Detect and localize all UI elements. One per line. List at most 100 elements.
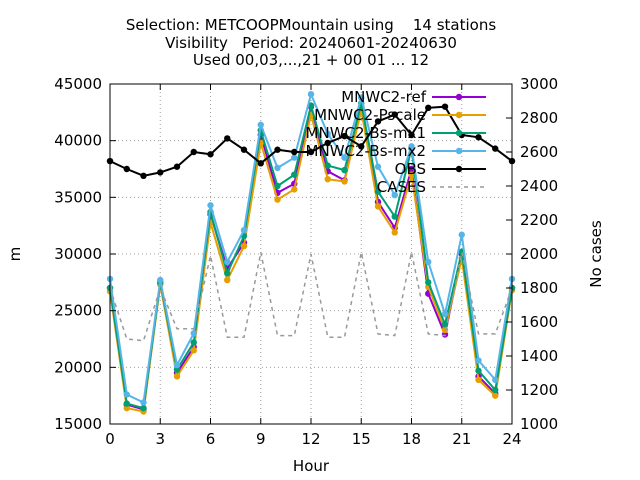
x-tick-label: 24 <box>502 430 521 448</box>
legend-label-cases: CASES <box>377 178 426 196</box>
series-point-mnwc2-bs-mx1 <box>492 386 499 394</box>
series-point-mnwc2-bs-mx2 <box>341 154 348 161</box>
series-point-mnwc2-bs-mx2 <box>441 310 449 318</box>
y-tick-label: 45000 <box>54 75 102 93</box>
series-point-obs <box>140 172 147 179</box>
series-point-mnwc2-pscale <box>123 404 130 412</box>
series-point-obs <box>492 145 499 152</box>
series-point-obs <box>358 143 365 150</box>
legend-label-mnwc2-bs-mx1: MNWC2-Bs-mx1 <box>306 124 426 142</box>
y2-tick-label: 2600 <box>520 143 558 161</box>
series-point-mnwc2-bs-mx1 <box>140 404 147 412</box>
y2-tick-label: 1600 <box>520 313 558 331</box>
series-point-mnwc2-bs-mx1 <box>324 162 331 169</box>
series-point-mnwc2-bs-mx1 <box>475 367 482 374</box>
x-tick-label: 3 <box>155 430 165 448</box>
y-tick-label: 15000 <box>54 415 102 433</box>
series-point-mnwc2-pscale <box>274 196 281 203</box>
series-point-mnwc2-bs-mx1 <box>374 188 382 195</box>
series-point-mnwc2-pscale <box>492 392 499 399</box>
series-point-mnwc2-bs-mx2 <box>324 130 331 138</box>
chart-title: Selection: METCOOPMountain using 14 stat… <box>126 16 496 69</box>
series-point-mnwc2-bs-mx1 <box>441 321 449 328</box>
y2-tick-label: 2000 <box>520 245 558 263</box>
series-point-mnwc2-bs-mx2 <box>190 330 197 337</box>
y-tick-label: 20000 <box>54 358 102 376</box>
series-point-obs <box>157 169 164 176</box>
x-axis-label: Hour <box>293 457 330 475</box>
series-point-mnwc2-bs-mx2 <box>492 376 499 383</box>
legend-marker-mnwc2-pscale <box>455 111 463 119</box>
y2-tick-label: 2400 <box>520 177 558 195</box>
y2-axis-label: No cases <box>587 220 605 288</box>
series-point-obs <box>425 104 432 112</box>
series-point-mnwc2-pscale <box>475 376 482 383</box>
series-point-obs <box>324 139 331 147</box>
legend-label-obs: OBS <box>395 160 426 178</box>
series-point-mnwc2-pscale <box>324 176 331 183</box>
series-point-mnwc2-bs-mx2 <box>240 227 248 234</box>
series-point-obs <box>274 146 281 153</box>
series-point-mnwc2-pscale <box>291 186 298 193</box>
y-tick-label: 25000 <box>54 302 102 320</box>
series-point-mnwc2-pscale <box>374 203 382 210</box>
series-point-obs <box>291 148 298 156</box>
series-point-obs <box>441 103 449 110</box>
series-point-mnwc2-bs-mx2 <box>374 163 382 170</box>
series-point-obs <box>307 148 315 156</box>
series-point-mnwc2-bs-mx2 <box>224 258 231 266</box>
legend-label-mnwc2-bs-mx2: MNWC2-Bs-mx2 <box>306 142 426 160</box>
series-point-mnwc2-bs-mx2 <box>157 276 164 284</box>
series-point-obs <box>224 135 231 142</box>
series-point-obs <box>207 151 214 158</box>
legend-marker-mnwc2-ref <box>455 93 463 101</box>
y2-tick-label: 2200 <box>520 211 558 229</box>
series-point-mnwc2-bs-mx2 <box>123 391 130 398</box>
x-tick-label: 6 <box>206 430 216 448</box>
series-point-mnwc2-pscale <box>173 373 181 380</box>
series-point-mnwc2-pscale <box>224 276 231 284</box>
series-point-mnwc2-bs-mx1 <box>173 366 181 373</box>
series-point-mnwc2-bs-mx2 <box>207 202 214 209</box>
series-point-mnwc2-bs-mx1 <box>425 279 432 286</box>
series-point-mnwc2-bs-mx2 <box>307 91 315 98</box>
legend-marker-mnwc2-bs-mx2 <box>455 147 463 155</box>
y2-tick-label: 2800 <box>520 109 558 127</box>
series-point-mnwc2-pscale <box>341 178 348 185</box>
series-point-obs <box>240 146 248 153</box>
series-layer <box>106 91 516 415</box>
series-point-mnwc2-bs-mx2 <box>274 164 281 172</box>
y-tick-label: 35000 <box>54 188 102 206</box>
y2-tick-label: 1000 <box>520 415 558 433</box>
axes: 0 3 6 9 12 15 18 21 24 15000 20000 25000 30000 35000 4… <box>54 75 558 448</box>
title-line-1: Selection: METCOOPMountain using 14 stat… <box>126 16 496 34</box>
y2-tick-label: 1200 <box>520 381 558 399</box>
legend: MNWC2-refMNWC2-PscaleMNWC2-Bs-mx1MNWC2-B… <box>306 88 486 196</box>
series-point-mnwc2-bs-mx1 <box>391 213 398 220</box>
series-point-obs <box>475 134 482 141</box>
series-point-mnwc2-bs-mx1 <box>190 339 197 346</box>
x-tick-label: 0 <box>105 430 115 448</box>
title-line-3: Used 00,03,...,21 + 00 01 ... 12 <box>193 51 429 69</box>
series-point-obs <box>257 160 264 167</box>
series-point-mnwc2-bs-mx2 <box>475 357 482 364</box>
series-point-mnwc2-bs-mx2 <box>408 143 415 150</box>
series-point-mnwc2-bs-mx2 <box>291 154 298 161</box>
series-point-mnwc2-bs-mx1 <box>224 270 231 277</box>
legend-label-mnwc2-pscale: MNWC2-Pscale <box>314 106 426 124</box>
series-point-mnwc2-pscale <box>240 242 248 250</box>
series-point-mnwc2-pscale <box>408 171 415 178</box>
series-point-obs <box>374 118 382 125</box>
x-tick-label: 18 <box>402 430 421 448</box>
series-point-mnwc2-bs-mx2 <box>257 121 264 128</box>
series-point-obs <box>190 148 197 156</box>
legend-label-mnwc2-ref: MNWC2-ref <box>341 88 426 106</box>
x-tick-label: 15 <box>352 430 371 448</box>
series-point-mnwc2-bs-mx1 <box>274 182 281 190</box>
y2-tick-label: 3000 <box>520 75 558 93</box>
series-point-mnwc2-bs-mx1 <box>123 400 130 407</box>
series-point-mnwc2-pscale <box>190 347 197 354</box>
series-point-obs <box>173 163 181 170</box>
y-tick-label: 40000 <box>54 132 102 150</box>
